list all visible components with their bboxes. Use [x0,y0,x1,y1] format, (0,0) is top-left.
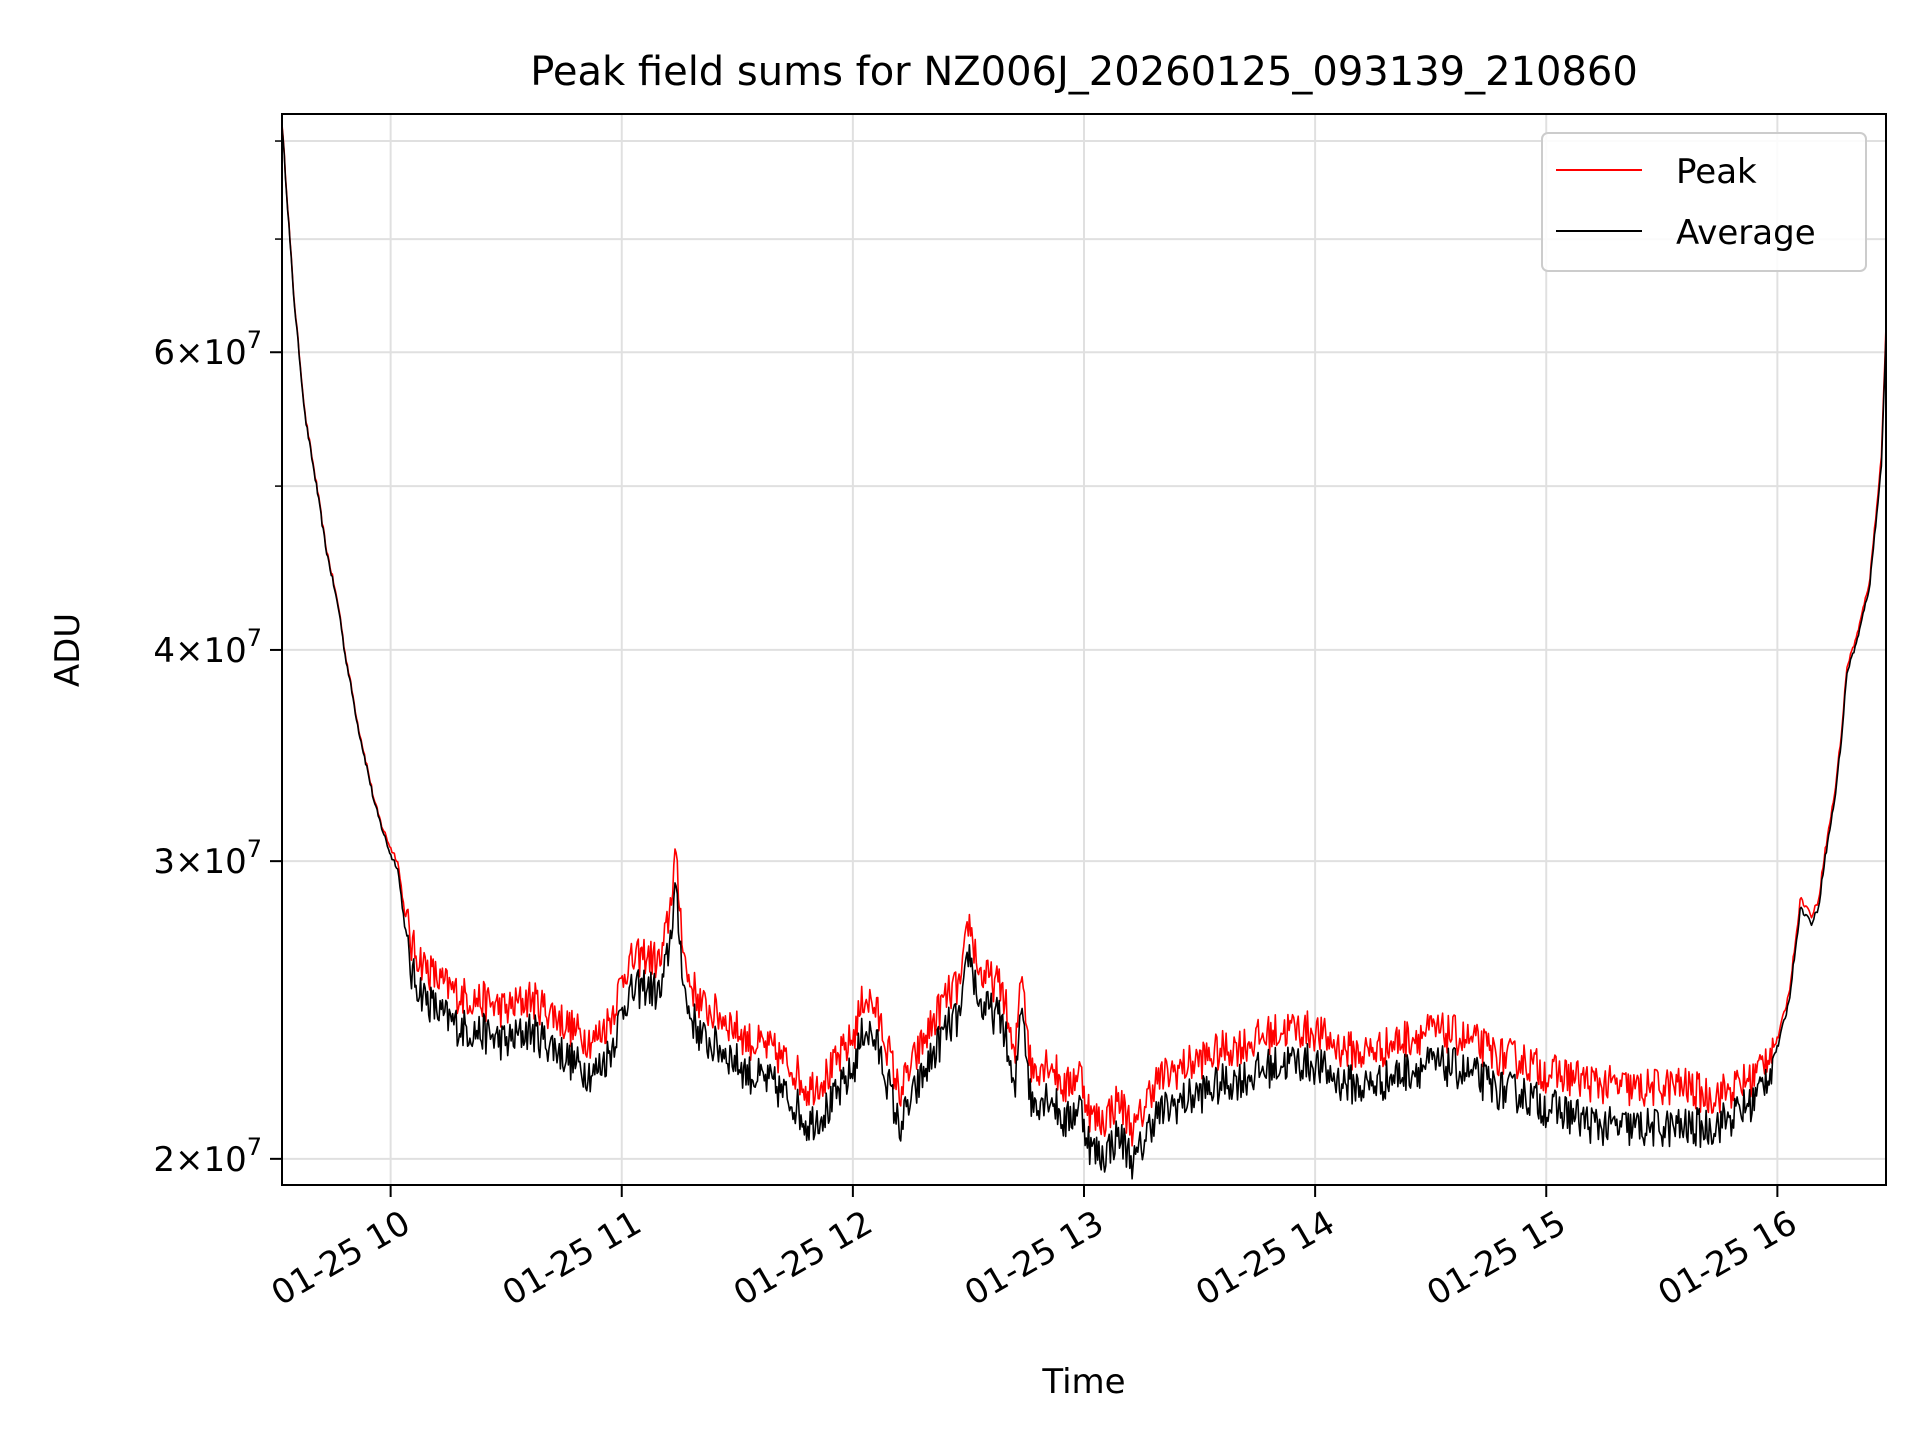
legend-label-average: Average [1676,213,1816,253]
y-tick-label-0: 2×107 [153,1133,262,1180]
grid [282,114,1886,1185]
series-line-average [281,126,1887,1180]
y-axis-label: ADU [48,613,88,687]
series-layer [281,124,1887,1180]
y-tick-label-2: 4×107 [153,624,262,671]
legend-label-peak: Peak [1676,152,1757,192]
y-tick-label-1: 3×107 [153,835,262,882]
legend: Peak Average [1541,132,1867,272]
chart-title: Peak field sums for NZ006J_20260125_0931… [530,49,1638,95]
series-line-peak [281,124,1887,1147]
x-axis-label: Time [1041,1362,1125,1402]
legend-box [1541,132,1867,272]
y-tick-label-3: 6×107 [153,326,262,373]
